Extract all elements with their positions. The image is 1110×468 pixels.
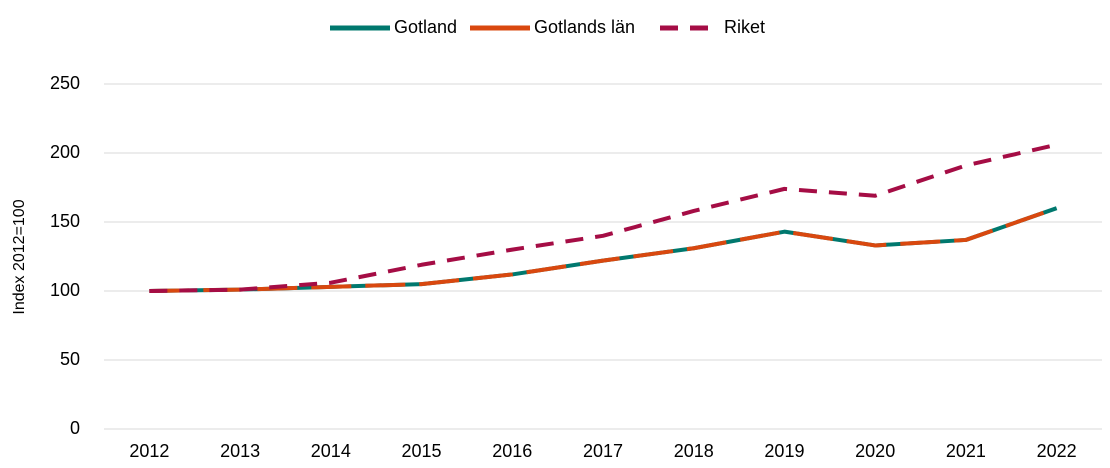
y-axis-label: Index 2012=100 bbox=[11, 199, 28, 314]
x-tick-label: 2014 bbox=[311, 441, 351, 461]
series-line bbox=[149, 206, 1058, 293]
x-tick-label: 2018 bbox=[674, 441, 714, 461]
y-tick-label: 0 bbox=[70, 418, 80, 438]
legend-label: Gotland bbox=[394, 17, 457, 37]
x-tick-label: 2017 bbox=[583, 441, 623, 461]
series-line bbox=[149, 206, 1058, 293]
x-tick-label: 2013 bbox=[220, 441, 260, 461]
x-tick-label: 2019 bbox=[764, 441, 804, 461]
y-tick-label: 100 bbox=[50, 280, 80, 300]
y-tick-label: 150 bbox=[50, 211, 80, 231]
y-tick-label: 250 bbox=[50, 73, 80, 93]
y-tick-label: 200 bbox=[50, 142, 80, 162]
legend-label: Riket bbox=[724, 17, 765, 37]
x-tick-label: 2015 bbox=[402, 441, 442, 461]
legend-label: Gotlands län bbox=[534, 17, 635, 37]
x-tick-label: 2012 bbox=[129, 441, 169, 461]
x-tick-label: 2020 bbox=[855, 441, 895, 461]
series-line bbox=[149, 142, 1058, 293]
x-tick-label: 2016 bbox=[492, 441, 532, 461]
x-tick-label: 2021 bbox=[946, 441, 986, 461]
x-tick-label: 2022 bbox=[1037, 441, 1077, 461]
y-tick-label: 50 bbox=[60, 349, 80, 369]
